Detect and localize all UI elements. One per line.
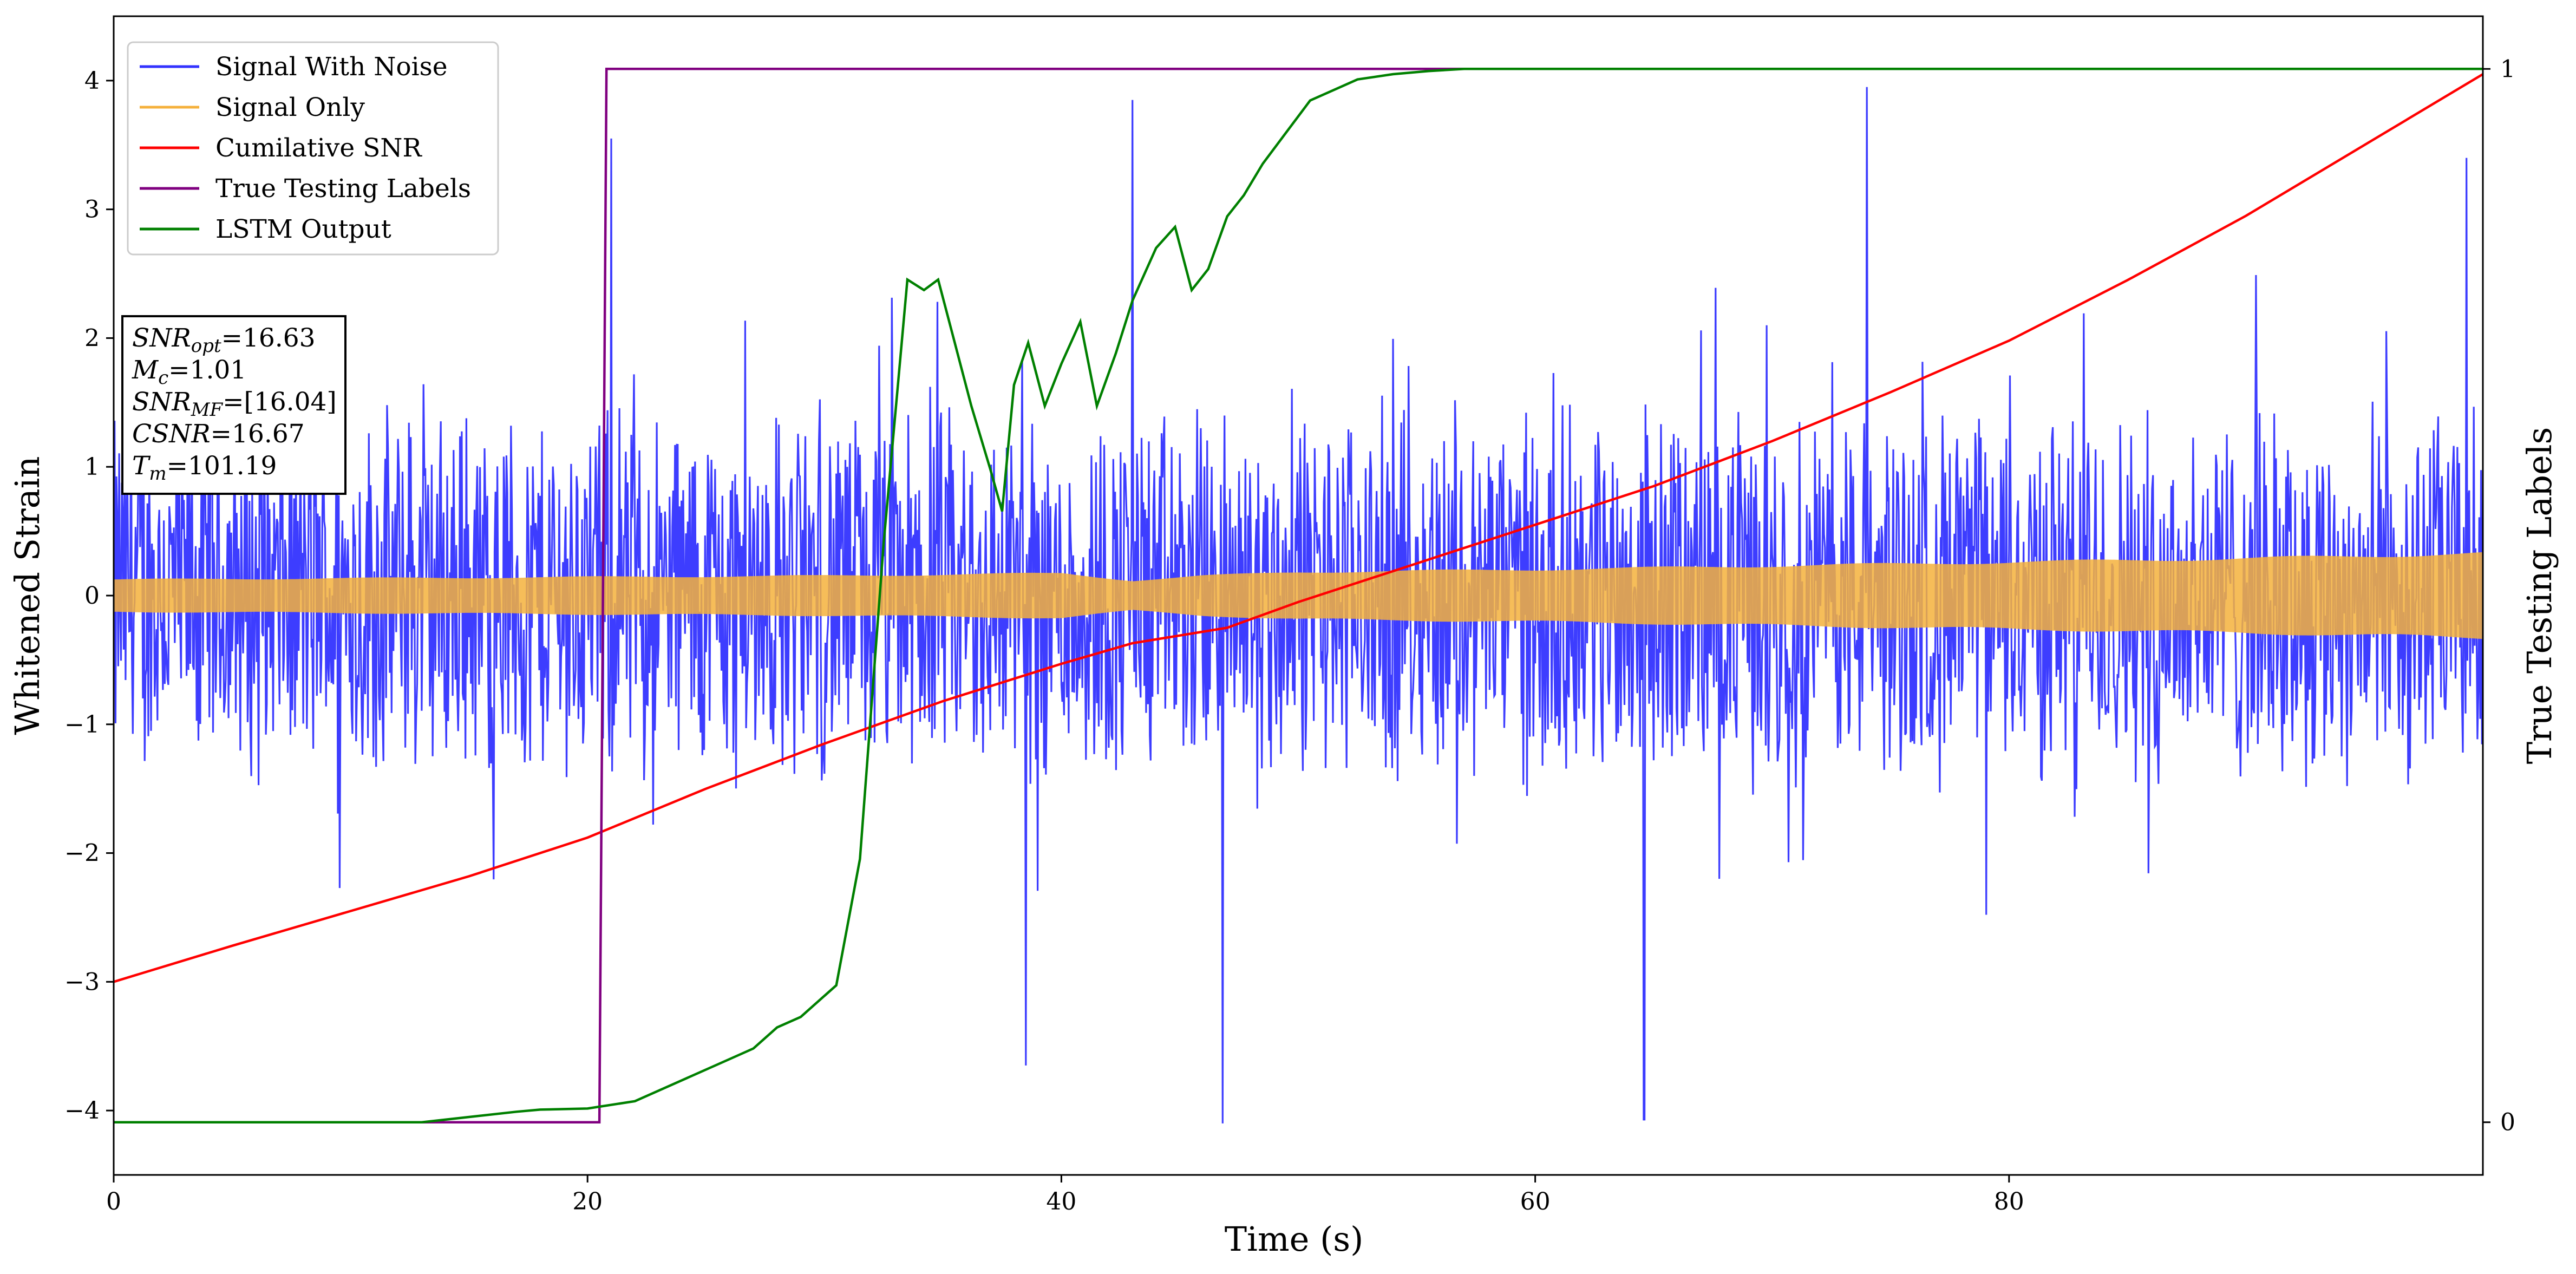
info-box-frame <box>121 315 346 495</box>
series-signal-only <box>114 552 2483 639</box>
y-tick-label: 2 <box>84 324 100 352</box>
y-right-tick-label: 0 <box>2500 1109 2515 1136</box>
x-tick-label: 0 <box>106 1188 121 1216</box>
y-right-axis-title: True Testing Labels <box>2520 427 2559 765</box>
x-tick-label: 60 <box>1520 1188 1551 1216</box>
x-tick-label: 40 <box>1046 1188 1076 1216</box>
legend-frame <box>127 41 499 256</box>
series-cumulative-snr <box>114 73 2483 983</box>
info-line: Mc=1.01 <box>132 355 246 389</box>
legend-label: LSTM Output <box>215 214 391 244</box>
y-tick-label: 4 <box>84 67 100 95</box>
legend-label: Cumilative SNR <box>215 133 422 163</box>
x-tick-label: 20 <box>572 1188 603 1216</box>
info-line: SNRMF=[16.04] <box>132 387 337 421</box>
legend-label: True Testing Labels <box>215 174 471 204</box>
legend-label: Signal Only <box>215 93 365 122</box>
y-right-tick-label: 1 <box>2500 55 2515 83</box>
y-tick-label: −3 <box>64 968 100 996</box>
y-axis-title: Whitened Strain <box>8 456 47 735</box>
x-axis-title: Time (s) <box>1225 1219 1364 1259</box>
series-signal-with-noise <box>114 87 2483 1123</box>
y-tick-label: −2 <box>64 840 100 867</box>
series-lstm-output <box>114 68 2483 1123</box>
y-tick-label: 1 <box>84 453 100 481</box>
info-box: SNRopt=16.63Mc=1.01SNRMF=[16.04]CSNR=16.… <box>121 315 346 495</box>
legend-label: Signal With Noise <box>215 52 448 82</box>
legend: Signal With Noise Signal Only Cumilative S… <box>127 41 499 256</box>
x-tick-label: 80 <box>1994 1188 2024 1216</box>
info-line: CSNR=16.67 <box>132 419 305 449</box>
y-tick-label: 0 <box>84 582 100 610</box>
series-layer <box>114 68 2483 1123</box>
info-line: Tm=101.19 <box>132 451 277 485</box>
y-tick-label: 3 <box>84 196 100 224</box>
y-tick-label: −1 <box>64 711 100 739</box>
info-line: SNRopt=16.63 <box>132 323 316 357</box>
y-tick-label: −4 <box>64 1097 100 1125</box>
